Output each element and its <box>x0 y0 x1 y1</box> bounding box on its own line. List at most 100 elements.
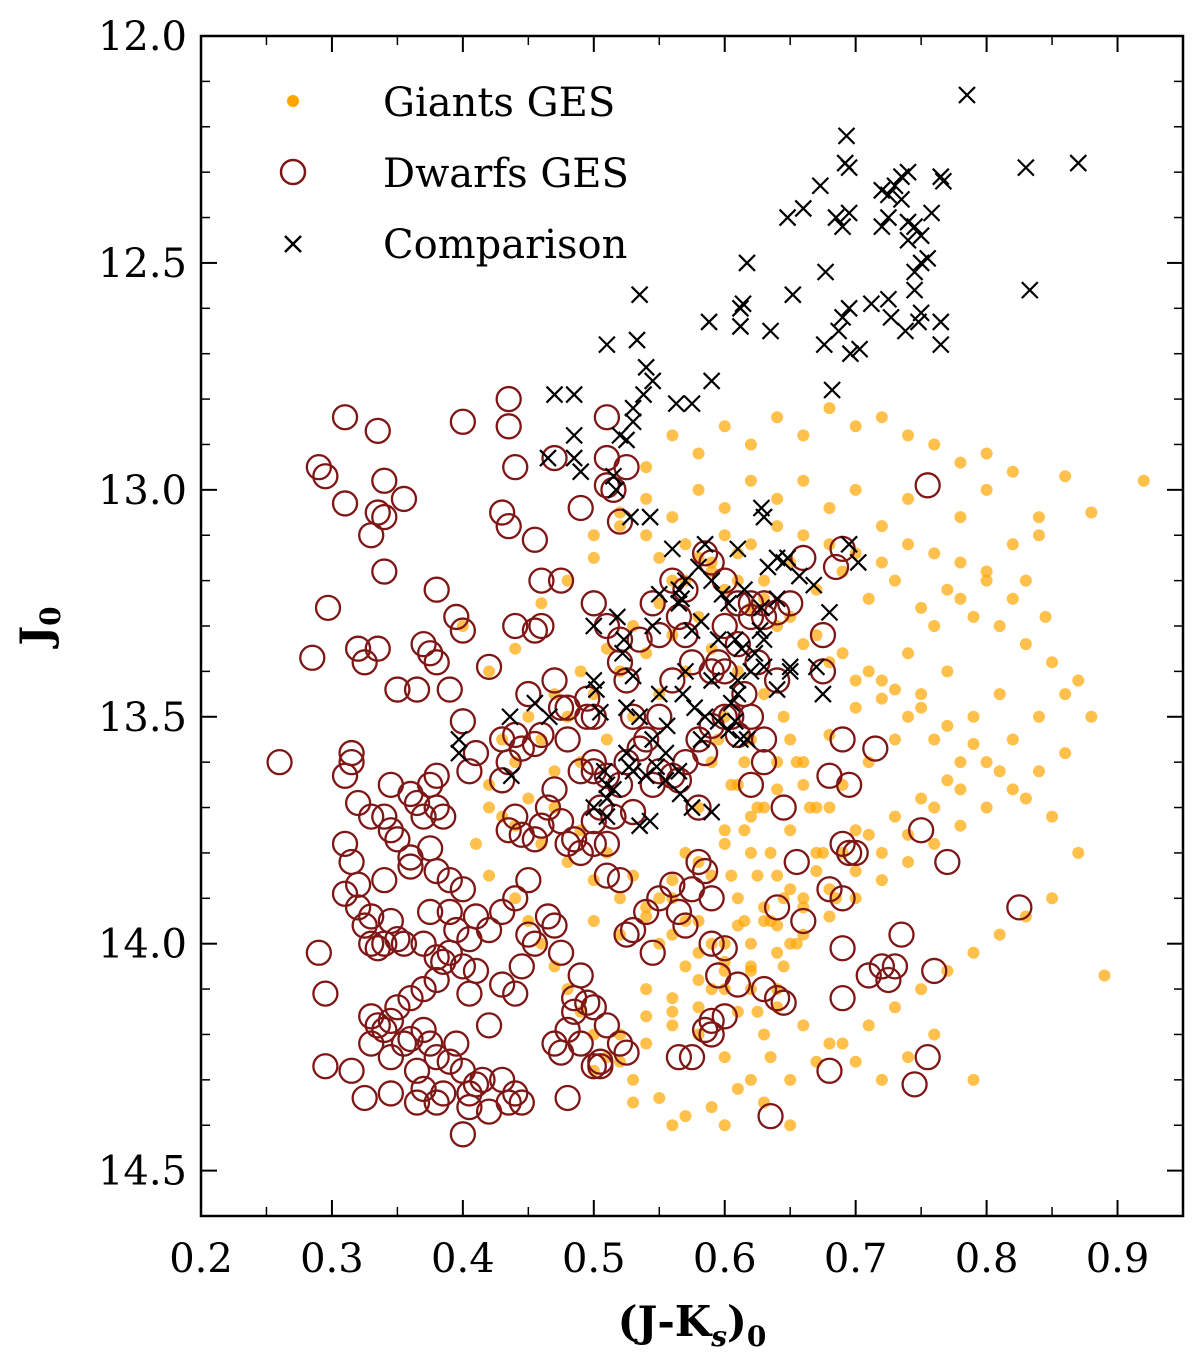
giant-point <box>744 1073 757 1086</box>
dwarf-point <box>711 935 738 962</box>
dwarf-point <box>410 1075 437 1103</box>
giant-point <box>993 928 1006 941</box>
comparison-point <box>778 549 797 567</box>
dwarf-point <box>914 1044 941 1071</box>
giant-point <box>849 824 862 837</box>
dwarf-point <box>449 617 477 644</box>
comparison-point <box>565 426 583 445</box>
dwarf-point <box>541 1030 568 1057</box>
dwarf-point <box>423 762 450 789</box>
comparison-point <box>545 385 564 404</box>
giant-point <box>1019 792 1032 805</box>
comparison-point <box>784 285 802 304</box>
comparison-point <box>501 707 519 726</box>
comparison-point <box>823 381 841 399</box>
giant-point <box>902 538 915 551</box>
giant-point <box>744 937 757 950</box>
comparison-point <box>672 589 691 608</box>
giant-point <box>666 1019 679 1032</box>
comparison-point <box>676 571 695 590</box>
giant-point <box>469 837 482 850</box>
giant-point <box>849 701 862 714</box>
dwarf-point <box>502 1080 529 1107</box>
giant-point <box>1039 610 1052 623</box>
comparison-point <box>450 730 468 749</box>
comparison-point <box>781 658 799 676</box>
dwarf-point <box>358 522 385 549</box>
giant-point <box>1032 511 1045 524</box>
comparison-point <box>804 576 823 594</box>
giant-point <box>784 824 797 837</box>
y-tick-label: 13.0 <box>98 468 187 514</box>
giant-point <box>941 665 954 678</box>
dwarf-point <box>659 667 686 694</box>
dwarf-point <box>371 803 398 830</box>
comparison-point <box>615 630 633 649</box>
dwarf-point <box>515 680 542 708</box>
dwarf-point <box>816 876 843 903</box>
dwarf-point <box>331 762 359 789</box>
dwarf-point <box>358 903 385 930</box>
giant-point <box>849 674 862 687</box>
giant-point <box>797 529 810 542</box>
giant-point <box>587 915 600 927</box>
dwarf-point <box>777 590 804 617</box>
dwarf-point <box>770 794 797 821</box>
dwarf-point <box>790 907 817 935</box>
giant-point <box>993 620 1006 632</box>
comparison-point <box>849 553 868 572</box>
dwarf-point <box>416 835 444 862</box>
dwarf-point <box>331 490 359 517</box>
dwarf-point <box>881 953 909 980</box>
comparison-point <box>702 671 721 690</box>
dwarf-point <box>829 885 856 912</box>
giant-point <box>731 1082 744 1095</box>
comparison-point <box>598 807 616 826</box>
comparison-point <box>827 208 845 227</box>
giant-point <box>902 429 915 442</box>
comparison-point <box>624 762 642 781</box>
comparison-point <box>692 730 710 749</box>
dwarf-point <box>403 789 431 817</box>
comparison-point <box>617 431 636 449</box>
dwarf-point <box>456 758 483 785</box>
dwarf-point <box>593 472 621 499</box>
dwarf-point <box>331 404 359 431</box>
giant-point <box>1006 538 1019 551</box>
comparison-point <box>585 798 603 817</box>
dwarf-point <box>495 385 522 413</box>
giant-point <box>509 642 522 655</box>
comparison-point <box>683 798 701 817</box>
giant-point <box>954 592 967 605</box>
giant-point <box>875 411 888 424</box>
comparison-point <box>729 671 747 690</box>
comparison-point <box>752 599 771 617</box>
comparison-point <box>755 630 773 649</box>
dwarf-point <box>580 590 607 617</box>
giant-point <box>666 1119 679 1132</box>
dwarf-point <box>816 1057 843 1084</box>
giant-point <box>888 574 901 587</box>
dwarf-point <box>587 794 614 821</box>
dwarf-point <box>423 576 450 603</box>
dwarf-point <box>364 635 391 662</box>
comparison-point <box>841 344 860 363</box>
giant-point <box>862 1019 875 1032</box>
giant-point <box>535 597 548 610</box>
legend-comparison-label: Comparison <box>383 222 627 268</box>
dwarf-point <box>875 966 902 994</box>
dwarf-point <box>502 803 529 830</box>
dwarf-point <box>344 871 372 898</box>
comparison-point <box>862 294 881 313</box>
comparison-point <box>934 172 953 191</box>
comparison-point <box>922 204 941 222</box>
dwarf-point <box>934 848 961 876</box>
comparison-point <box>738 254 756 272</box>
dwarf-point <box>364 1012 391 1039</box>
giant-point <box>1006 592 1019 605</box>
comparison-point <box>604 467 623 486</box>
dwarf-point <box>475 1012 503 1039</box>
dwarf-point <box>403 1089 431 1116</box>
legend: Giants GES Dwarfs GES Comparison <box>279 80 629 268</box>
dwarf-point <box>750 749 778 776</box>
